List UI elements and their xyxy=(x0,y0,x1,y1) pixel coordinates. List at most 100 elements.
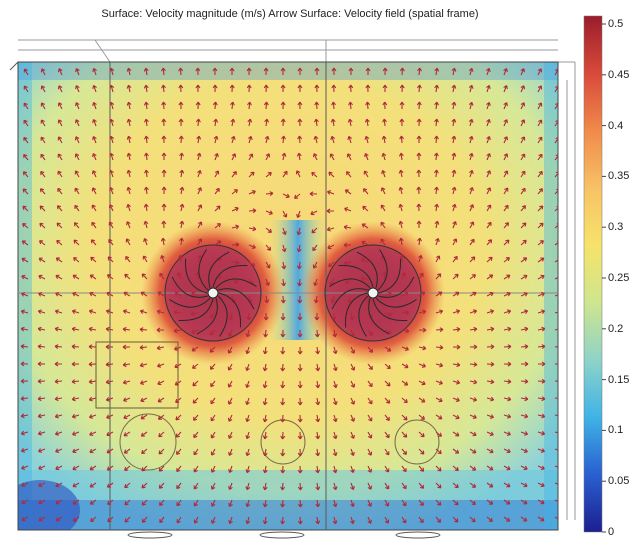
velocity-arrow xyxy=(297,101,303,110)
velocity-arrow xyxy=(210,465,216,473)
velocity-arrow xyxy=(57,68,63,76)
velocity-arrow xyxy=(158,482,165,489)
velocity-arrow xyxy=(503,85,508,93)
velocity-arrow xyxy=(435,255,441,263)
velocity-arrow xyxy=(90,516,97,522)
velocity-arrow xyxy=(350,516,355,525)
velocity-arrow xyxy=(54,344,63,350)
velocity-arrow xyxy=(55,274,63,280)
velocity-arrow xyxy=(329,153,335,161)
velocity-arrow xyxy=(314,312,320,321)
velocity-arrow xyxy=(71,396,80,402)
velocity-arrow xyxy=(435,273,442,280)
velocity-arrow xyxy=(469,187,474,195)
velocity-arrow xyxy=(435,431,443,437)
velocity-arrow xyxy=(435,380,443,385)
velocity-arrow xyxy=(228,465,233,473)
velocity-arrow xyxy=(71,344,80,350)
velocity-arrow xyxy=(39,205,46,212)
velocity-arrow xyxy=(503,309,512,314)
velocity-arrow xyxy=(486,136,491,144)
velocity-arrow xyxy=(280,67,286,76)
velocity-arrow xyxy=(297,397,303,406)
velocity-arrow xyxy=(315,431,321,440)
velocity-arrow xyxy=(310,210,318,216)
velocity-arrow xyxy=(245,516,251,525)
velocity-arrow xyxy=(37,309,46,315)
velocity-arrow xyxy=(554,188,558,195)
velocity-arrow xyxy=(452,344,461,350)
velocity-arrow xyxy=(265,261,271,269)
velocity-arrow xyxy=(71,413,80,419)
velocity-arrow xyxy=(433,152,439,161)
velocity-arrow xyxy=(399,101,405,110)
colorbar-tick-label: 0.3 xyxy=(608,221,624,234)
velocity-arrow xyxy=(314,67,320,76)
velocity-arrow xyxy=(469,379,478,385)
velocity-arrow xyxy=(158,431,165,438)
velocity-arrow xyxy=(161,220,167,229)
velocity-arrow xyxy=(349,312,355,321)
velocity-arrow xyxy=(245,397,250,406)
velocity-arrow xyxy=(214,205,221,212)
velocity-arrow xyxy=(554,516,558,522)
velocity-arrow xyxy=(122,326,131,332)
velocity-arrow xyxy=(435,397,443,403)
velocity-arrow xyxy=(503,187,509,195)
velocity-arrow xyxy=(228,499,233,508)
velocity-arrow xyxy=(280,101,286,110)
velocity-arrow xyxy=(139,309,148,314)
velocity-arrow xyxy=(245,465,251,474)
velocity-arrow xyxy=(486,344,495,350)
velocity-arrow xyxy=(361,258,369,263)
velocity-arrow xyxy=(435,309,444,315)
velocity-arrow xyxy=(364,153,369,161)
velocity-arrow xyxy=(265,191,274,197)
colorbar-tick-label: 0.5 xyxy=(608,18,624,30)
velocity-arrow xyxy=(297,312,303,321)
fan-blade xyxy=(196,298,218,335)
velocity-arrow xyxy=(537,309,546,315)
velocity-arrow xyxy=(209,329,216,336)
velocity-arrow xyxy=(365,84,371,93)
velocity-arrow xyxy=(520,413,529,419)
velocity-arrow xyxy=(214,170,220,178)
velocity-arrow xyxy=(108,238,114,246)
velocity-arrow xyxy=(20,396,29,401)
velocity-arrow xyxy=(179,203,185,212)
velocity-arrow xyxy=(161,186,167,195)
velocity-arrow xyxy=(503,465,511,471)
velocity-arrow xyxy=(554,328,558,331)
velocity-arrow xyxy=(157,397,165,403)
velocity-arrow xyxy=(315,397,321,406)
velocity-arrow xyxy=(380,221,386,229)
velocity-arrow xyxy=(37,344,46,349)
velocity-arrow xyxy=(330,135,336,144)
velocity-arrow xyxy=(416,84,422,93)
fan-blade xyxy=(171,276,208,298)
velocity-arrow xyxy=(75,68,80,76)
velocity-arrow xyxy=(554,102,558,110)
velocity-arrow xyxy=(367,448,373,456)
velocity-arrow xyxy=(416,135,422,144)
velocity-arrow xyxy=(554,257,558,263)
velocity-arrow xyxy=(350,380,356,388)
velocity-arrow xyxy=(554,119,558,127)
velocity-arrow xyxy=(39,188,46,195)
velocity-arrow xyxy=(23,85,29,93)
velocity-arrow xyxy=(554,154,558,161)
velocity-arrow xyxy=(280,414,286,423)
velocity-arrow xyxy=(554,465,558,470)
fan-blade xyxy=(368,298,390,335)
velocity-arrow xyxy=(398,169,404,178)
velocity-arrow xyxy=(22,205,29,212)
velocity-arrow xyxy=(38,257,46,263)
velocity-arrow xyxy=(399,67,405,76)
velocity-arrow xyxy=(262,363,268,372)
velocity-arrow xyxy=(106,274,114,280)
velocity-arrow xyxy=(193,465,199,473)
velocity-arrow xyxy=(109,118,115,127)
velocity-arrow xyxy=(520,326,529,332)
velocity-arrow xyxy=(281,152,287,161)
velocity-arrow xyxy=(314,101,320,110)
